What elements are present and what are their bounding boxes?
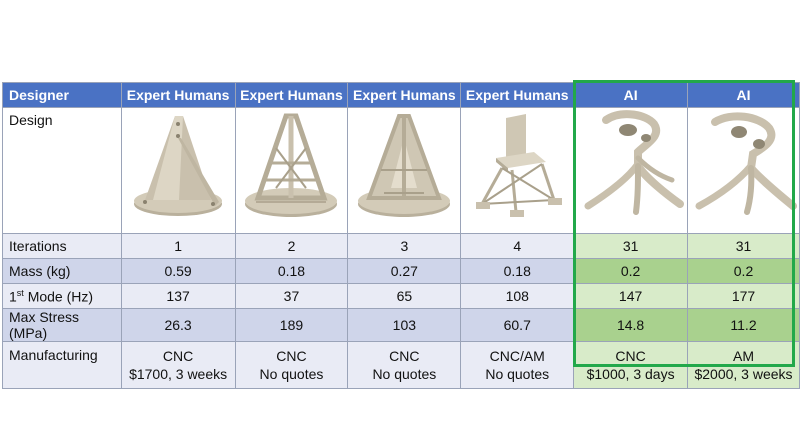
first-mode-value: 65	[347, 283, 462, 309]
mode-suffix: Mode (Hz)	[23, 288, 94, 305]
iterations-value: 31	[573, 233, 689, 259]
manufacturing-method: CNC	[162, 348, 194, 364]
designer-header: Designer	[2, 82, 122, 108]
cone-bracket-ribbed-icon	[358, 114, 451, 217]
manufacturing-method: AM	[733, 348, 754, 364]
iterations-row: Iterations 1 2 3 4 31 31	[2, 233, 800, 259]
design-cell	[120, 107, 236, 234]
manufacturing-detail: $1700, 3 weeks	[129, 366, 228, 382]
manufacturing-method: CNC	[615, 348, 646, 364]
manufacturing-detail: $2000, 3 weeks	[694, 366, 793, 382]
max-stress-value: 60.7	[460, 308, 575, 342]
iterations-label: Iterations	[2, 233, 122, 259]
first-mode-value: 177	[687, 283, 800, 309]
manufacturing-detail: $1000, 3 days	[586, 366, 675, 382]
design-row-label: Design	[2, 107, 122, 234]
max-stress-value: 26.3	[120, 308, 236, 342]
max-stress-row: Max Stress (MPa) 26.3 189 103 60.7 14.8 …	[2, 308, 800, 342]
max-stress-label: Max Stress (MPa)	[2, 308, 122, 342]
first-mode-value: 147	[573, 283, 689, 309]
iterations-value: 1	[120, 233, 236, 259]
mass-row: Mass (kg) 0.59 0.18 0.27 0.18 0.2 0.2	[2, 258, 800, 284]
manufacturing-cell: CNC $1700, 3 weeks	[120, 341, 236, 389]
first-mode-value: 137	[120, 283, 236, 309]
manufacturing-method: CNC	[389, 348, 420, 364]
max-stress-value: 14.8	[573, 308, 689, 342]
column-header: Expert Humans	[460, 82, 575, 108]
max-stress-value: 11.2	[687, 308, 800, 342]
mass-value: 0.18	[460, 258, 575, 284]
column-header: Expert Humans	[347, 82, 462, 108]
manufacturing-method: CNC	[276, 348, 307, 364]
manufacturing-cell: CNC $1000, 3 days	[573, 341, 689, 389]
header-row: Designer Expert Humans Expert Humans Exp…	[2, 82, 800, 108]
design-cell	[347, 107, 462, 234]
design-row: Design	[2, 107, 800, 234]
manufacturing-cell: CNC No quotes	[234, 341, 349, 389]
chair-truss-bracket-icon	[476, 114, 563, 217]
mass-label: Mass (kg)	[2, 258, 122, 284]
iterations-value: 3	[347, 233, 462, 259]
manufacturing-detail: No quotes	[372, 366, 437, 382]
iterations-value: 31	[687, 233, 800, 259]
manufacturing-label: Manufacturing	[2, 341, 122, 389]
iterations-value: 4	[460, 233, 575, 259]
comparison-table: Designer Expert Humans Expert Humans Exp…	[2, 82, 800, 389]
manufacturing-detail: No quotes	[259, 366, 324, 382]
mode-prefix: 1	[9, 288, 17, 305]
manufacturing-cell: CNC No quotes	[347, 341, 462, 389]
max-stress-value: 103	[347, 308, 462, 342]
column-header: AI	[687, 82, 800, 108]
mass-value: 0.18	[234, 258, 349, 284]
first-mode-label: 1st Mode (Hz)	[2, 283, 122, 309]
manufacturing-cell: AM $2000, 3 weeks	[687, 341, 800, 389]
organic-bracket-icon	[695, 112, 797, 215]
manufacturing-cell: CNC/AM No quotes	[460, 341, 575, 389]
cone-bracket-solid-icon	[134, 116, 223, 216]
mass-value: 0.59	[120, 258, 236, 284]
mass-value: 0.2	[687, 258, 800, 284]
mass-value: 0.27	[347, 258, 462, 284]
design-cell	[687, 107, 800, 234]
manufacturing-method: CNC/AM	[489, 348, 545, 364]
column-header: Expert Humans	[120, 82, 236, 108]
design-cell	[234, 107, 349, 234]
iterations-value: 2	[234, 233, 349, 259]
mass-value: 0.2	[573, 258, 689, 284]
max-stress-value: 189	[234, 308, 349, 342]
first-mode-value: 108	[460, 283, 575, 309]
cone-bracket-lattice-icon	[245, 113, 338, 217]
first-mode-value: 37	[234, 283, 349, 309]
design-cell	[573, 107, 689, 234]
manufacturing-row: Manufacturing CNC $1700, 3 weeks CNC No qu…	[2, 341, 800, 389]
organic-bracket-icon	[584, 110, 684, 215]
mode-sup: st	[16, 287, 24, 298]
manufacturing-detail: No quotes	[485, 366, 550, 382]
column-header: Expert Humans	[234, 82, 349, 108]
first-mode-row: 1st Mode (Hz) 137 37 65 108 147 177	[2, 283, 800, 309]
design-cell	[460, 107, 575, 234]
column-header: AI	[573, 82, 689, 108]
